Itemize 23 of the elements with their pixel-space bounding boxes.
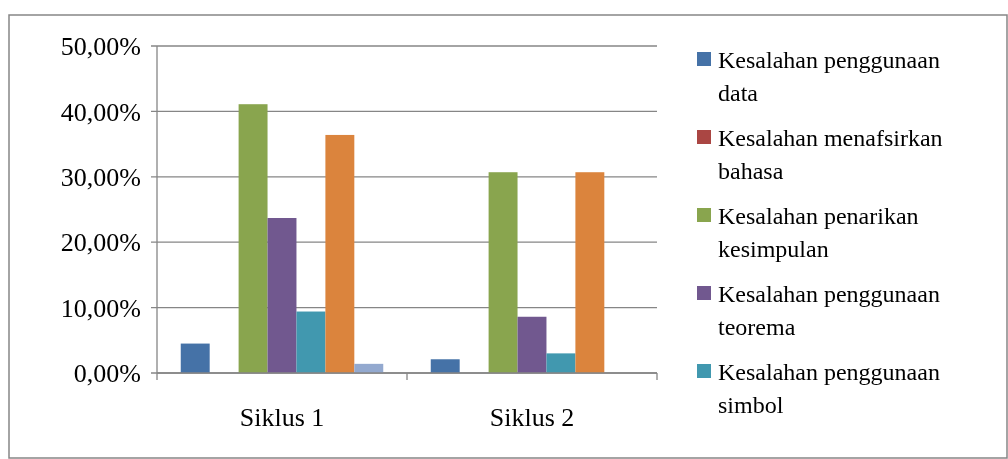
x-tick-label: Siklus 1 xyxy=(239,403,325,432)
y-tick-label: 30,00% xyxy=(60,162,141,192)
bar xyxy=(575,172,605,373)
y-tick-label: 0,00% xyxy=(73,359,141,389)
legend-label: Kesalahan penarikan kesimpulan xyxy=(718,203,919,263)
legend-label: Kesalahan penggunaan data xyxy=(718,47,940,107)
y-tick-label: 50,00% xyxy=(60,32,141,62)
legend-label: Kesalahan menafsirkan bahasa xyxy=(718,125,943,185)
y-tick-label: 10,00% xyxy=(60,293,141,323)
bar xyxy=(180,343,210,373)
y-tick-label: 40,00% xyxy=(60,97,141,127)
bar xyxy=(325,134,355,373)
bar xyxy=(488,172,518,373)
legend-label: Kesalahan penggunaan simbol xyxy=(718,359,940,419)
bar xyxy=(546,353,576,373)
x-tick-label: Siklus 2 xyxy=(489,403,575,432)
bar xyxy=(267,218,297,373)
bar xyxy=(430,359,460,373)
y-tick-label: 20,00% xyxy=(60,228,141,258)
bar xyxy=(238,104,268,373)
legend-label: Kesalahan penggunaan teorema xyxy=(718,281,940,341)
bar xyxy=(296,311,326,373)
bar xyxy=(517,316,547,373)
